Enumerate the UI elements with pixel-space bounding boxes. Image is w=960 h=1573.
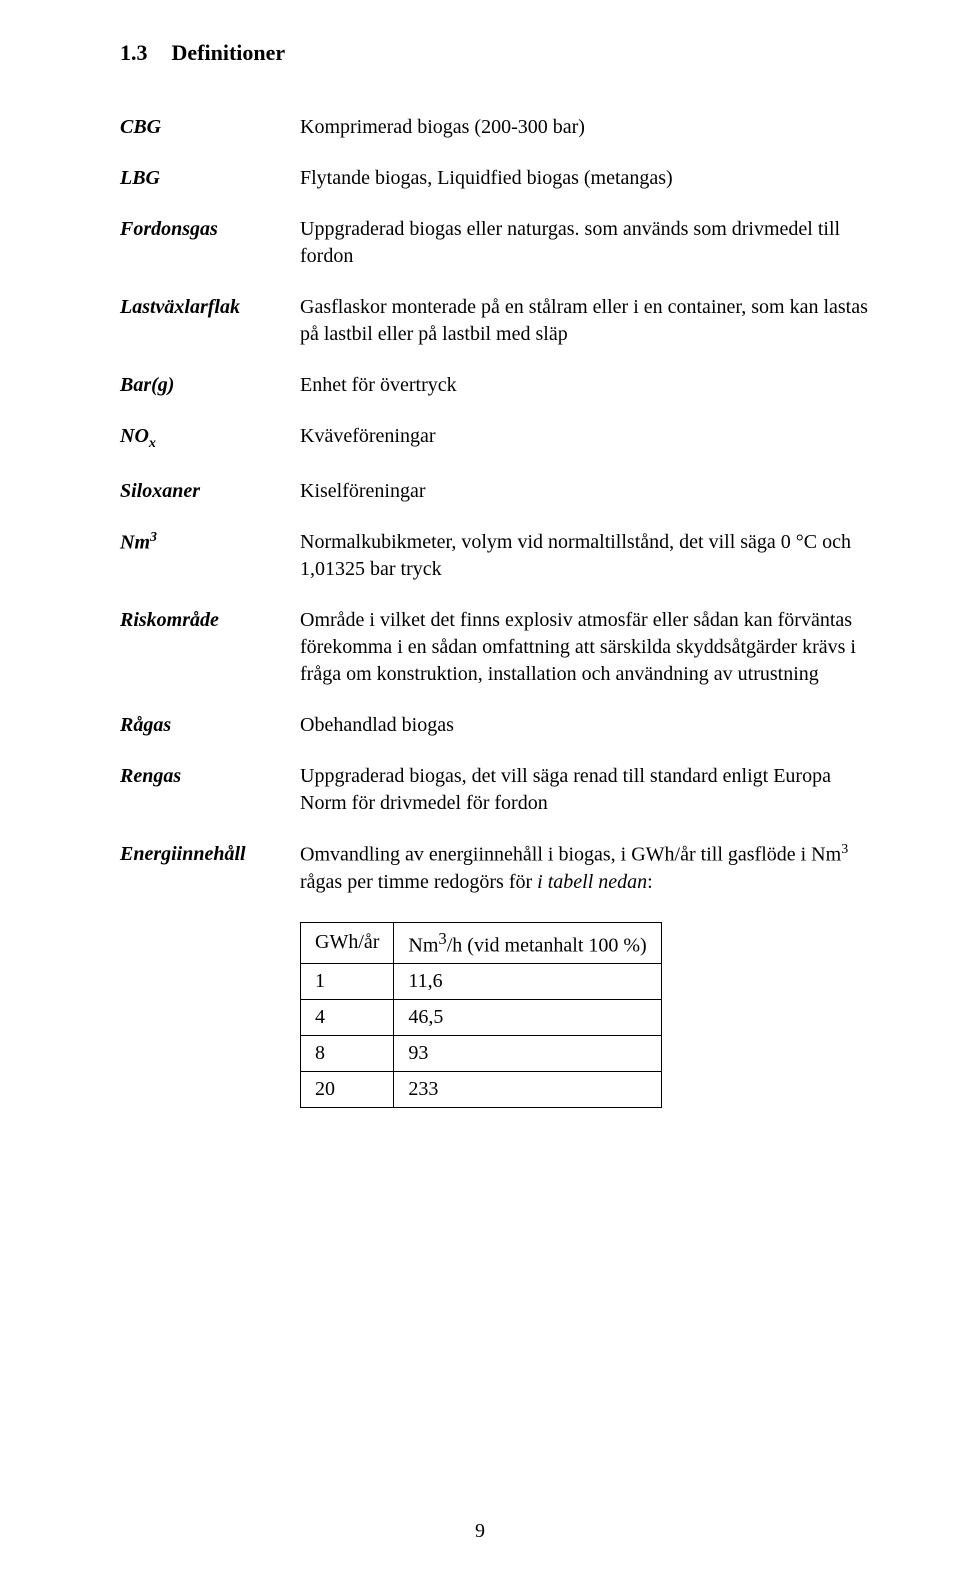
definition-row: Nm3 Normalkubikmeter, volym vid normalti… bbox=[120, 529, 870, 583]
definition-desc: Kväveföreningar bbox=[300, 423, 870, 450]
definition-desc: Enhet för övertryck bbox=[300, 372, 870, 399]
definition-row: Fordonsgas Uppgraderad biogas eller natu… bbox=[120, 216, 870, 270]
table-cell: 20 bbox=[301, 1072, 394, 1108]
table-header-cell: Nm3/h (vid metanhalt 100 %) bbox=[394, 922, 661, 964]
table-cell: 233 bbox=[394, 1072, 661, 1108]
definition-desc: Flytande biogas, Liquidfied biogas (meta… bbox=[300, 165, 870, 192]
table-cell: 4 bbox=[301, 1000, 394, 1036]
section-heading: 1.3 Definitioner bbox=[120, 40, 870, 66]
definition-desc: Gasflaskor monterade på en stålram eller… bbox=[300, 294, 870, 348]
definition-term: NOx bbox=[120, 423, 300, 454]
definition-row: LBG Flytande biogas, Liquidfied biogas (… bbox=[120, 165, 870, 192]
definition-term: LBG bbox=[120, 165, 300, 192]
definition-desc: Uppgraderad biogas eller naturgas. som a… bbox=[300, 216, 870, 270]
definition-row: Energiinnehåll Omvandling av energiinneh… bbox=[120, 841, 870, 896]
definition-desc: Kiselföreningar bbox=[300, 478, 870, 505]
table-header-cell: GWh/år bbox=[301, 922, 394, 964]
conversion-table: GWh/år Nm3/h (vid metanhalt 100 %) 1 11,… bbox=[300, 922, 662, 1109]
definition-term: Rengas bbox=[120, 763, 300, 790]
table-header-row: GWh/år Nm3/h (vid metanhalt 100 %) bbox=[301, 922, 662, 964]
definition-term: Bar(g) bbox=[120, 372, 300, 399]
section-number: 1.3 bbox=[120, 40, 148, 65]
definition-row: Siloxaner Kiselföreningar bbox=[120, 478, 870, 505]
definition-term: Fordonsgas bbox=[120, 216, 300, 243]
definition-term: Nm3 bbox=[120, 529, 300, 557]
table-cell: 46,5 bbox=[394, 1000, 661, 1036]
table-row: 1 11,6 bbox=[301, 964, 662, 1000]
definition-list: CBG Komprimerad biogas (200-300 bar) LBG… bbox=[120, 114, 870, 896]
table-row: 8 93 bbox=[301, 1036, 662, 1072]
definition-desc: Normalkubikmeter, volym vid normaltillst… bbox=[300, 529, 870, 583]
section-title: Definitioner bbox=[172, 40, 286, 65]
definition-row: Rengas Uppgraderad biogas, det vill säga… bbox=[120, 763, 870, 817]
definition-term: CBG bbox=[120, 114, 300, 141]
definition-row: Lastväxlarflak Gasflaskor monterade på e… bbox=[120, 294, 870, 348]
definition-term: Riskområde bbox=[120, 607, 300, 634]
page-number: 9 bbox=[0, 1520, 960, 1543]
page: 1.3 Definitioner CBG Komprimerad biogas (… bbox=[0, 0, 960, 1573]
definition-desc: Område i vilket det finns explosiv atmos… bbox=[300, 607, 870, 688]
definition-row: Rågas Obehandlad biogas bbox=[120, 712, 870, 739]
table-cell: 8 bbox=[301, 1036, 394, 1072]
definition-desc: Obehandlad biogas bbox=[300, 712, 870, 739]
definition-desc: Komprimerad biogas (200-300 bar) bbox=[300, 114, 870, 141]
definition-term: Energiinnehåll bbox=[120, 841, 300, 868]
table-row: 4 46,5 bbox=[301, 1000, 662, 1036]
definition-desc: Uppgraderad biogas, det vill säga renad … bbox=[300, 763, 870, 817]
definition-row: CBG Komprimerad biogas (200-300 bar) bbox=[120, 114, 870, 141]
table-cell: 11,6 bbox=[394, 964, 661, 1000]
table-cell: 1 bbox=[301, 964, 394, 1000]
definition-desc: Omvandling av energiinnehåll i biogas, i… bbox=[300, 841, 870, 896]
table-row: 20 233 bbox=[301, 1072, 662, 1108]
definition-term: Lastväxlarflak bbox=[120, 294, 300, 321]
definition-row: Bar(g) Enhet för övertryck bbox=[120, 372, 870, 399]
definition-row: Riskområde Område i vilket det finns exp… bbox=[120, 607, 870, 688]
table-cell: 93 bbox=[394, 1036, 661, 1072]
definition-term: Rågas bbox=[120, 712, 300, 739]
definition-term: Siloxaner bbox=[120, 478, 300, 505]
definition-row: NOx Kväveföreningar bbox=[120, 423, 870, 454]
